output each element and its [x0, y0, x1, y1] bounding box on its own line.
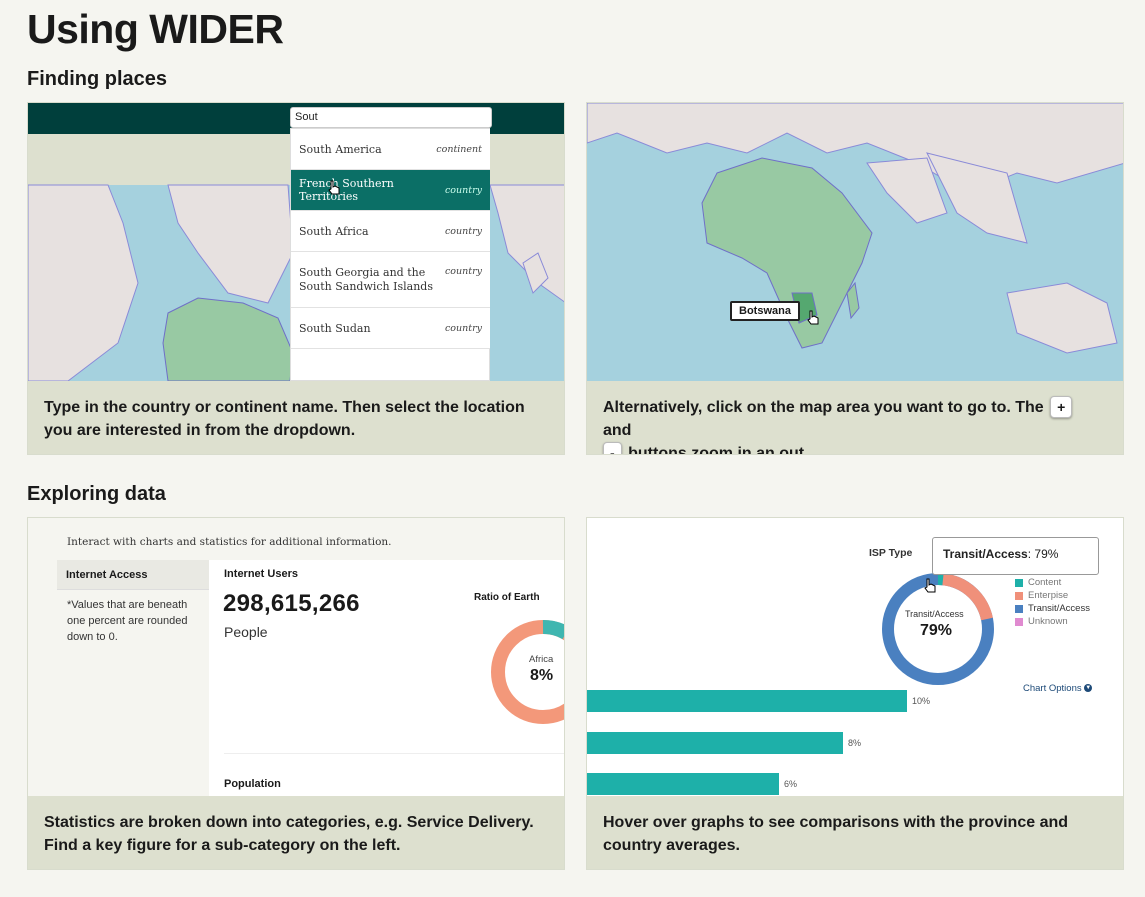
- stats-screenshot: Interact with charts and statistics for …: [28, 518, 564, 796]
- legend-item: Content: [1015, 576, 1090, 589]
- panel-divider: [224, 753, 564, 754]
- comparison-bar-label: 8%: [848, 738, 862, 748]
- section-population: Population: [224, 778, 281, 790]
- comparison-bar[interactable]: [587, 690, 907, 712]
- isp-donut-label: Transit/Access: [905, 609, 964, 619]
- legend-swatch: [1015, 591, 1023, 600]
- isp-tooltip: Transit/Access: 79%: [932, 537, 1099, 575]
- metric-value: 298,615,266: [223, 590, 360, 617]
- isp-donut-chart[interactable]: [873, 564, 1003, 694]
- legend-item: Transit/Access: [1015, 602, 1090, 615]
- card-map: Botswana Alternatively, click on the map…: [586, 102, 1124, 455]
- africa-map-image: [587, 103, 1123, 354]
- legend-swatch: [1015, 604, 1023, 613]
- hand-cursor-icon: [807, 310, 819, 325]
- dropdown-item[interactable]: South Sudan country: [291, 308, 490, 349]
- stats-sidebar: Internet Access *Values that are beneath…: [57, 560, 209, 796]
- card-search: Sout South America continent French Sout…: [27, 102, 565, 455]
- section-title-exploring: Exploring data: [27, 483, 166, 505]
- comparison-bar-label: 10%: [912, 696, 931, 706]
- chevron-down-icon: ▼: [1084, 684, 1093, 693]
- card-graphs: ISP Type Transit/Access 79% Transit/Acce…: [586, 517, 1124, 870]
- stats-intro: Interact with charts and statistics for …: [67, 536, 392, 548]
- map-screenshot: Botswana: [587, 103, 1123, 381]
- hand-cursor-icon: [924, 578, 936, 593]
- search-screenshot: Sout South America continent French Sout…: [28, 103, 564, 381]
- hand-cursor-icon: [328, 180, 340, 195]
- search-dropdown: South America continent French Southern …: [290, 128, 490, 381]
- dropdown-item[interactable]: South America continent: [291, 129, 490, 170]
- isp-title: ISP Type: [869, 547, 913, 559]
- stats-main-panel: Internet Users 298,615,266 People Ratio …: [209, 560, 564, 796]
- comparison-bar-label: 6%: [784, 779, 798, 789]
- card-graphs-caption: Hover over graphs to see comparisons wit…: [603, 814, 1069, 854]
- dropdown-item[interactable]: South Africa country: [291, 211, 490, 252]
- sidebar-item-internet-access[interactable]: Internet Access: [57, 560, 209, 590]
- dropdown-item-selected[interactable]: French Southern Territories country: [291, 170, 490, 211]
- graphs-screenshot: ISP Type Transit/Access 79% Transit/Acce…: [587, 518, 1123, 796]
- isp-legend: Content Enterpise Transit/Access Unknown: [1015, 576, 1090, 628]
- legend-swatch: [1015, 578, 1023, 587]
- zoom-out-button[interactable]: -: [603, 442, 622, 454]
- card-stats-caption: Statistics are broken down into categori…: [44, 814, 534, 854]
- legend-item: Unknown: [1015, 615, 1090, 628]
- donut-label: Africa: [529, 654, 554, 665]
- zoom-in-button[interactable]: +: [1050, 396, 1073, 418]
- sidebar-note: *Values that are beneath one percent are…: [67, 599, 188, 643]
- chart-options-button[interactable]: Chart Options ▼: [1023, 683, 1093, 694]
- metric-title: Internet Users: [224, 568, 298, 580]
- card-search-caption: Type in the country or continent name. T…: [44, 399, 525, 439]
- page-title: Using WIDER: [27, 6, 284, 52]
- comparison-bar-chart: 10% 8% 6%: [587, 688, 1123, 796]
- ratio-donut-chart[interactable]: [486, 612, 564, 732]
- map-tooltip: Botswana: [730, 301, 800, 321]
- card-map-caption: Alternatively, click on the map area you…: [603, 396, 1107, 454]
- section-title-finding: Finding places: [27, 68, 168, 90]
- search-input[interactable]: Sout: [290, 107, 492, 128]
- isp-donut-value: 79%: [920, 622, 953, 639]
- metric-unit: People: [224, 624, 268, 640]
- dropdown-item[interactable]: South Georgia and the South Sandwich Isl…: [291, 252, 490, 308]
- ratio-title: Ratio of Earth: [474, 592, 540, 603]
- card-stats: Interact with charts and statistics for …: [27, 517, 565, 870]
- legend-swatch: [1015, 617, 1023, 626]
- legend-item: Enterpise: [1015, 589, 1090, 602]
- donut-value: 8%: [530, 667, 554, 684]
- comparison-bar[interactable]: [587, 732, 843, 754]
- comparison-bar[interactable]: [587, 773, 779, 795]
